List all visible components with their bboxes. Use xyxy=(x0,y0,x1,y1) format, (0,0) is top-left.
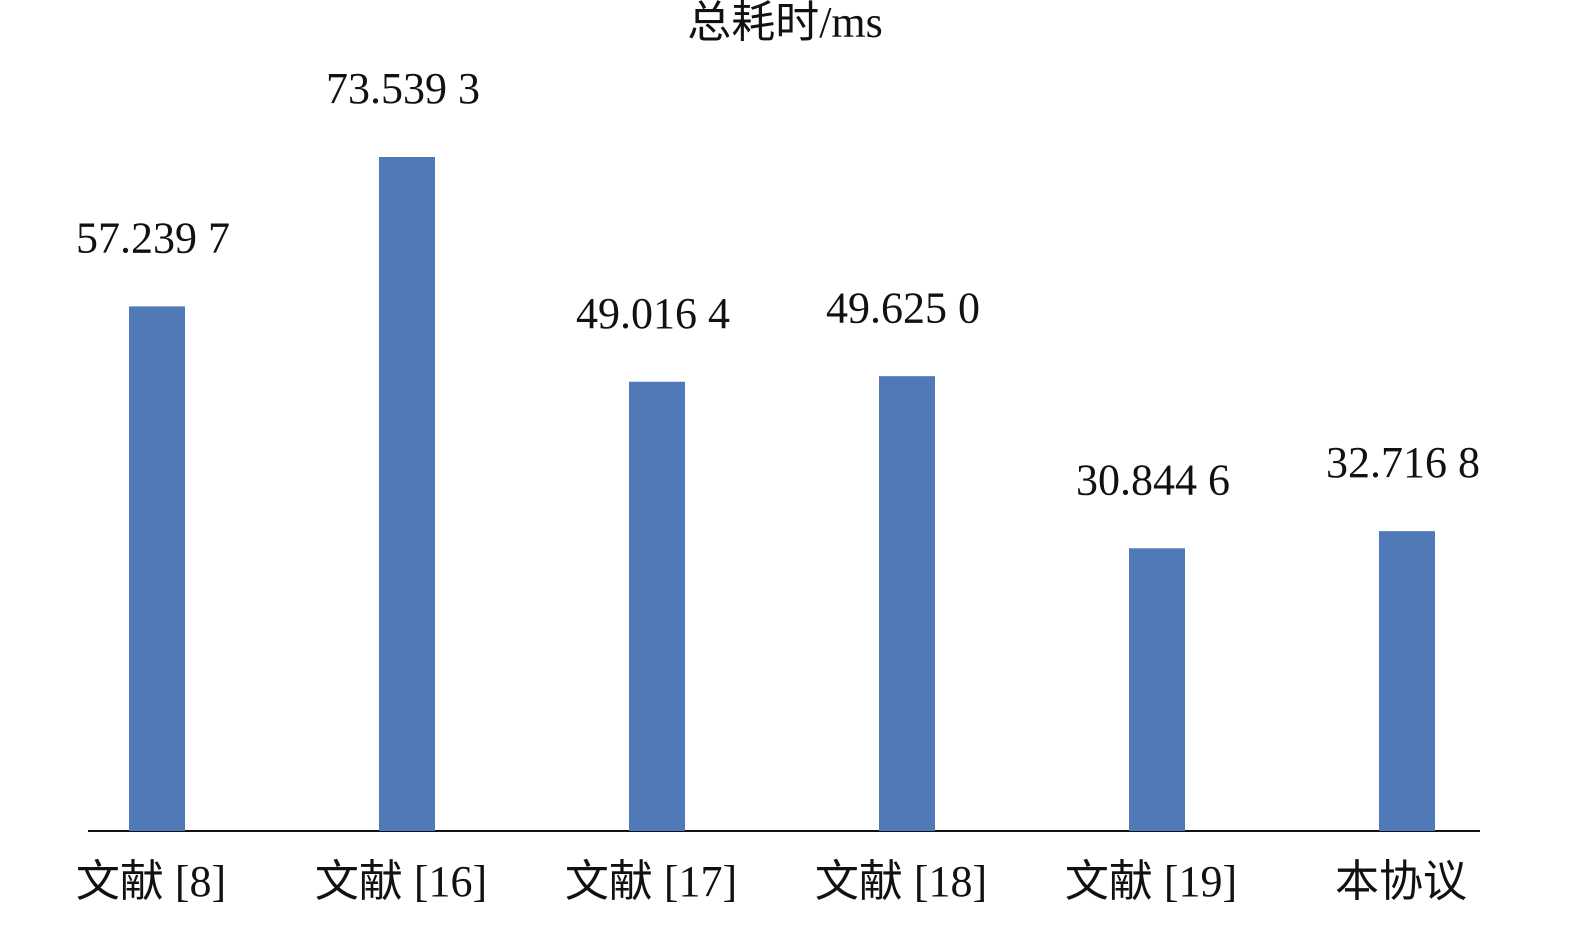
x-tick-label: 文献 [8] xyxy=(76,857,226,906)
x-tick-label: 本协议 xyxy=(1335,857,1467,906)
bar xyxy=(1379,531,1435,831)
bar xyxy=(879,376,935,831)
value-label: 32.716 8 xyxy=(1326,438,1480,487)
x-tick-label: 文献 [19] xyxy=(1065,857,1237,906)
value-label: 30.844 6 xyxy=(1076,455,1230,504)
x-tick-label: 文献 [16] xyxy=(315,857,487,906)
bar xyxy=(1129,548,1185,831)
value-label: 49.625 0 xyxy=(826,283,980,332)
x-tick-label: 文献 [17] xyxy=(565,857,737,906)
bar xyxy=(629,381,685,831)
value-label: 57.239 7 xyxy=(76,213,230,262)
value-label: 73.539 3 xyxy=(326,64,480,113)
x-tick-label: 文献 [18] xyxy=(815,857,987,906)
bar xyxy=(129,306,185,831)
bar xyxy=(379,157,435,831)
value-label: 49.016 4 xyxy=(576,289,730,338)
chart-title: 总耗时/ms xyxy=(687,0,883,47)
